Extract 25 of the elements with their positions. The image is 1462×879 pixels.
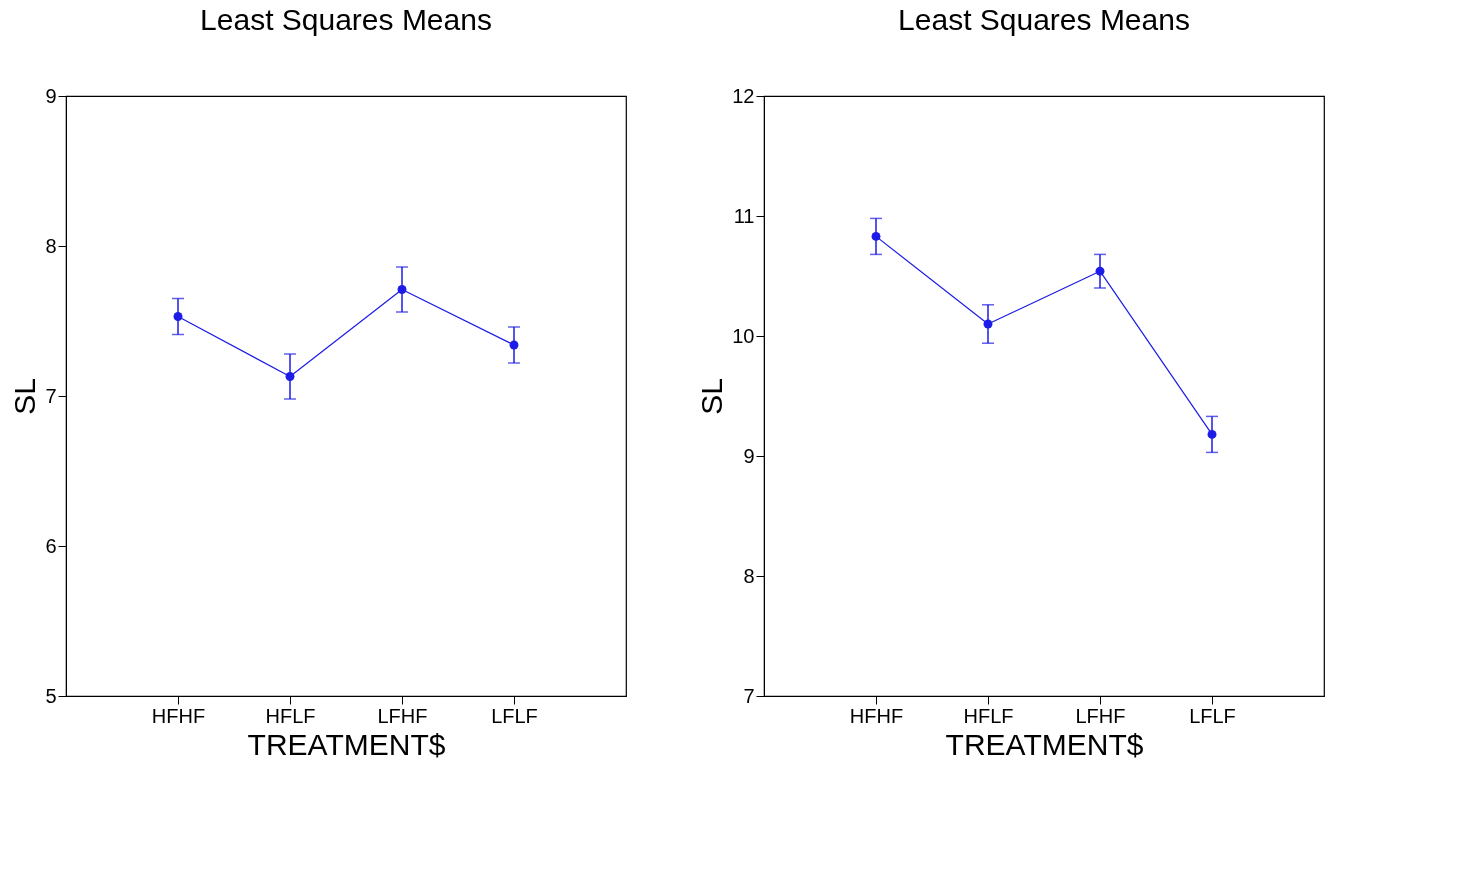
x-axis-title: TREATMENT$ (247, 727, 446, 761)
chart-title: Least Squares Means (898, 3, 1190, 36)
y-tick-label: 11 (733, 204, 755, 227)
x-tick-label: LFHF (1075, 704, 1126, 727)
x-tick-label: LFLF (1189, 704, 1236, 727)
y-tick-label: 5 (45, 684, 57, 707)
y-axis-title: SL (8, 378, 42, 415)
y-tick-label: 9 (743, 444, 755, 467)
y-tick-label: 6 (45, 534, 57, 557)
y-tick-label: 10 (732, 324, 755, 347)
y-tick-label: 7 (45, 384, 57, 407)
x-tick-label: LFHF (377, 704, 428, 727)
y-tick-label: 7 (743, 684, 755, 707)
y-tick-label: 9 (45, 84, 57, 107)
y-tick-label: 8 (45, 234, 57, 257)
x-tick-label: HFHF (151, 704, 206, 727)
y-axis-title: SL (695, 378, 729, 415)
x-tick-label: LFLF (491, 704, 538, 727)
x-tick-label: HFLF (265, 704, 316, 727)
y-tick-label: 8 (743, 564, 755, 587)
y-tick-label: 12 (732, 84, 755, 107)
x-tick-label: HFHF (849, 704, 904, 727)
x-tick-label: HFLF (963, 704, 1014, 727)
chart-title: Least Squares Means (200, 3, 492, 36)
x-axis-title: TREATMENT$ (945, 727, 1144, 761)
